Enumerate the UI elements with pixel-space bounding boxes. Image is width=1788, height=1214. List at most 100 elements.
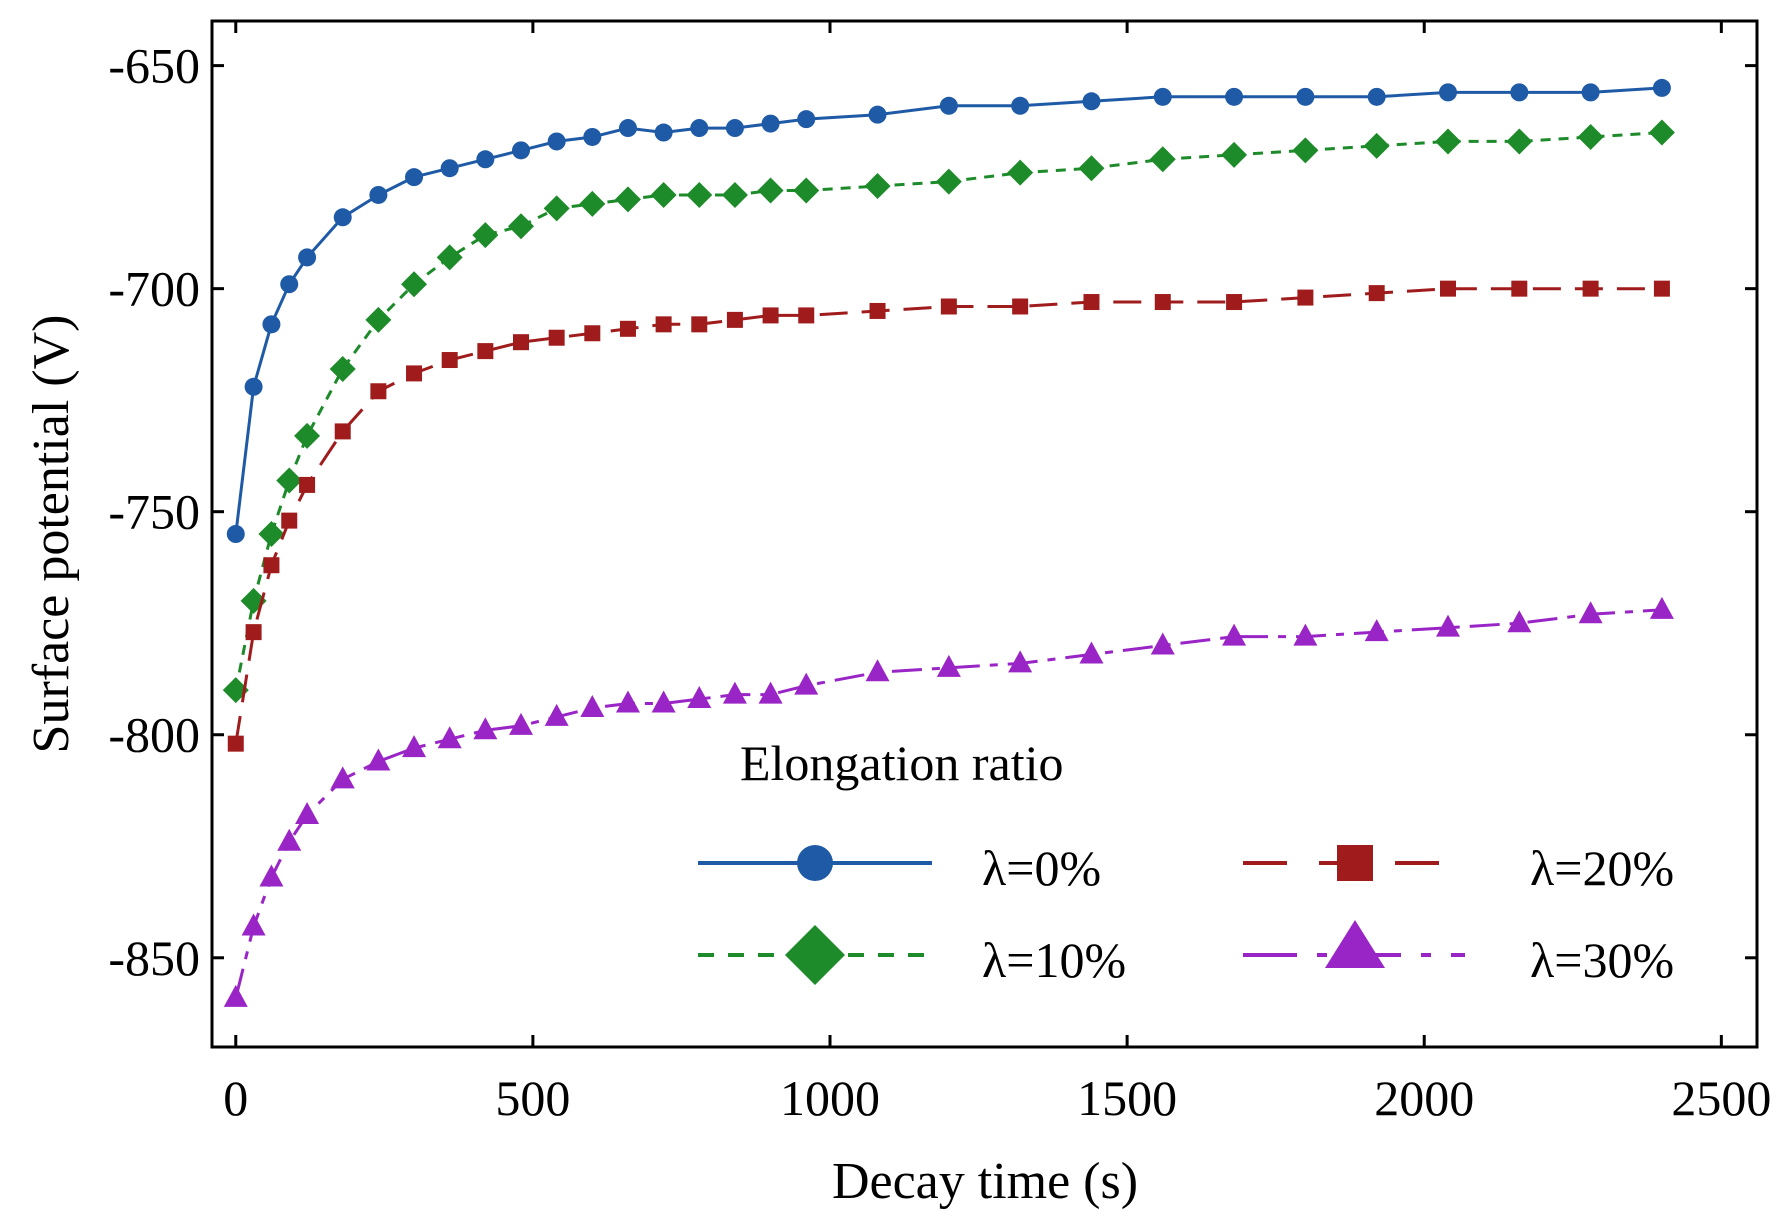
plot-frame (210, 19, 1759, 1049)
data-point-0-13 (618, 119, 637, 138)
y-axis-ticks: -650 -700 -750 -800 -850 (108, 38, 1757, 986)
data-point-3-1 (241, 913, 266, 936)
data-point-2-8 (441, 352, 458, 369)
y-tick-label-1: -700 (108, 261, 200, 317)
data-point-1-13 (614, 186, 641, 213)
data-point-1-14 (650, 181, 677, 208)
data-point-0-21 (1011, 96, 1030, 115)
data-point-0-7 (405, 168, 424, 187)
data-point-1-30 (1648, 119, 1675, 146)
legend-entry-0: λ=0% (698, 840, 1101, 896)
y-tick-label-4: -850 (108, 930, 200, 986)
data-point-1-21 (1007, 159, 1034, 186)
data-point-3-3 (277, 828, 302, 851)
legend-label-0: λ=0% (982, 840, 1101, 896)
data-point-1-27 (1435, 128, 1461, 155)
data-point-2-18 (798, 307, 815, 324)
data-point-2-27 (1440, 280, 1456, 297)
data-point-3-19 (865, 659, 890, 682)
data-point-1-19 (864, 173, 891, 200)
data-point-1-18 (793, 177, 820, 204)
data-point-3-15 (687, 686, 712, 709)
data-point-3-12 (580, 694, 605, 717)
data-point-2-11 (548, 329, 565, 346)
data-point-3-9 (473, 717, 498, 740)
legend-entry-1: λ=20% (1243, 840, 1674, 896)
data-point-1-28 (1506, 128, 1533, 155)
data-point-2-29 (1582, 280, 1599, 297)
data-point-3-6 (366, 748, 391, 771)
data-point-0-24 (1225, 87, 1244, 106)
data-point-1-16 (721, 181, 748, 208)
legend-title: Elongation ratio (740, 735, 1064, 791)
data-point-3-8 (437, 726, 462, 749)
data-point-2-4 (299, 476, 316, 493)
data-point-0-0 (226, 525, 245, 543)
x-axis-label: Decay time (s) (832, 1153, 1138, 1210)
data-point-3-18 (794, 672, 819, 695)
data-point-2-5 (334, 423, 351, 440)
data-point-3-7 (402, 735, 427, 758)
data-point-0-27 (1439, 83, 1457, 102)
data-point-1-23 (1149, 146, 1176, 173)
data-point-2-9 (477, 343, 494, 360)
data-point-3-14 (651, 690, 676, 713)
data-point-1-2 (258, 521, 285, 547)
data-point-0-14 (654, 123, 673, 142)
data-point-0-6 (369, 185, 388, 204)
data-point-2-6 (370, 383, 387, 400)
y-axis-label: Surface potential (V) (23, 315, 80, 754)
data-point-2-1 (245, 624, 262, 641)
legend-marker-1 (1337, 845, 1373, 881)
x-axis-ticks: 0 500 1000 1500 2000 2500 (223, 21, 1771, 1126)
data-point-0-3 (280, 275, 299, 294)
data-point-2-12 (584, 325, 601, 342)
data-point-2-28 (1511, 280, 1528, 297)
data-point-2-22 (1083, 294, 1100, 311)
data-point-2-0 (227, 735, 244, 752)
data-point-3-30 (1649, 596, 1674, 619)
data-point-2-19 (869, 302, 886, 319)
legend-marker-0 (797, 845, 833, 881)
data-point-0-1 (244, 377, 263, 396)
legend-marker-2 (785, 925, 845, 985)
data-point-0-23 (1153, 87, 1172, 106)
data-point-1-5 (329, 355, 356, 382)
data-point-2-23 (1154, 294, 1171, 311)
data-point-0-4 (298, 248, 317, 267)
data-point-1-12 (579, 190, 606, 217)
data-point-0-28 (1510, 83, 1529, 102)
data-point-0-9 (476, 150, 495, 169)
data-point-3-25 (1293, 623, 1318, 646)
data-point-1-24 (1221, 141, 1248, 168)
data-point-3-26 (1364, 619, 1389, 642)
legend-label-1: λ=20% (1530, 840, 1674, 896)
data-point-0-22 (1082, 92, 1101, 111)
series-layer (222, 78, 1675, 1007)
data-point-0-29 (1581, 83, 1600, 102)
data-point-2-30 (1653, 280, 1670, 297)
y-tick-label-3: -800 (108, 707, 200, 763)
x-tick-label-1: 500 (495, 1070, 570, 1126)
data-point-1-10 (508, 213, 534, 240)
data-point-3-22 (1079, 641, 1104, 664)
data-point-3-0 (223, 984, 248, 1007)
data-point-3-10 (509, 712, 533, 735)
data-point-1-25 (1292, 137, 1319, 164)
data-point-0-5 (333, 208, 352, 227)
data-point-0-12 (583, 127, 602, 146)
data-point-2-17 (762, 307, 779, 324)
data-point-2-3 (281, 512, 298, 529)
data-point-3-17 (758, 681, 783, 704)
data-point-1-8 (436, 244, 463, 271)
data-point-3-29 (1578, 601, 1603, 624)
x-tick-label-0: 0 (223, 1070, 248, 1126)
data-point-0-2 (262, 315, 281, 334)
x-tick-label-4: 2000 (1374, 1070, 1474, 1126)
data-point-1-22 (1078, 155, 1105, 182)
data-point-3-24 (1222, 623, 1247, 646)
data-point-2-25 (1297, 289, 1314, 306)
data-point-3-11 (544, 703, 569, 726)
data-point-0-11 (547, 132, 566, 151)
